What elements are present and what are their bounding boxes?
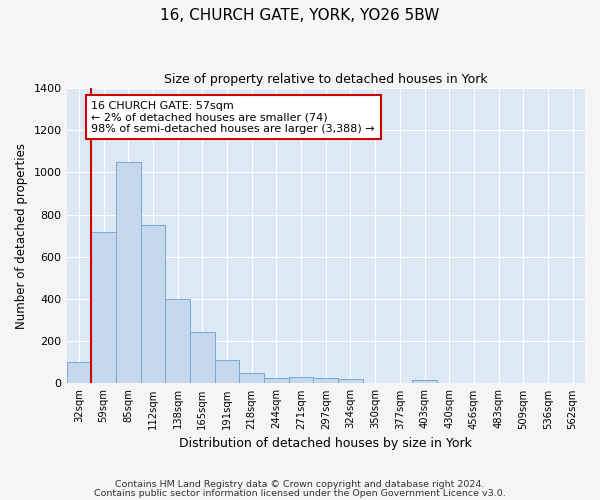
Text: Contains public sector information licensed under the Open Government Licence v3: Contains public sector information licen… <box>94 488 506 498</box>
Y-axis label: Number of detached properties: Number of detached properties <box>15 142 28 328</box>
Bar <box>116 162 140 384</box>
Bar <box>239 374 264 384</box>
Text: 16 CHURCH GATE: 57sqm
← 2% of detached houses are smaller (74)
98% of semi-detac: 16 CHURCH GATE: 57sqm ← 2% of detached h… <box>91 100 375 134</box>
Bar <box>165 299 190 384</box>
Bar <box>140 225 165 384</box>
Bar <box>338 379 363 384</box>
Bar <box>289 377 313 384</box>
Title: Size of property relative to detached houses in York: Size of property relative to detached ho… <box>164 72 488 86</box>
Bar <box>215 360 239 384</box>
Bar <box>239 374 264 384</box>
Bar <box>91 232 116 384</box>
Bar <box>165 299 190 384</box>
Bar <box>67 362 91 384</box>
Bar <box>190 332 215 384</box>
Bar <box>140 225 165 384</box>
Bar <box>190 332 215 384</box>
Bar <box>313 378 338 384</box>
Bar <box>264 378 289 384</box>
Text: 16, CHURCH GATE, YORK, YO26 5BW: 16, CHURCH GATE, YORK, YO26 5BW <box>160 8 440 22</box>
Bar <box>289 377 313 384</box>
Bar <box>91 232 116 384</box>
Bar <box>338 379 363 384</box>
X-axis label: Distribution of detached houses by size in York: Distribution of detached houses by size … <box>179 437 472 450</box>
Bar <box>67 362 91 384</box>
Text: Contains HM Land Registry data © Crown copyright and database right 2024.: Contains HM Land Registry data © Crown c… <box>115 480 485 489</box>
Bar <box>215 360 239 384</box>
Bar <box>412 380 437 384</box>
Bar <box>412 380 437 384</box>
Bar <box>116 162 140 384</box>
Bar <box>264 378 289 384</box>
Bar <box>313 378 338 384</box>
